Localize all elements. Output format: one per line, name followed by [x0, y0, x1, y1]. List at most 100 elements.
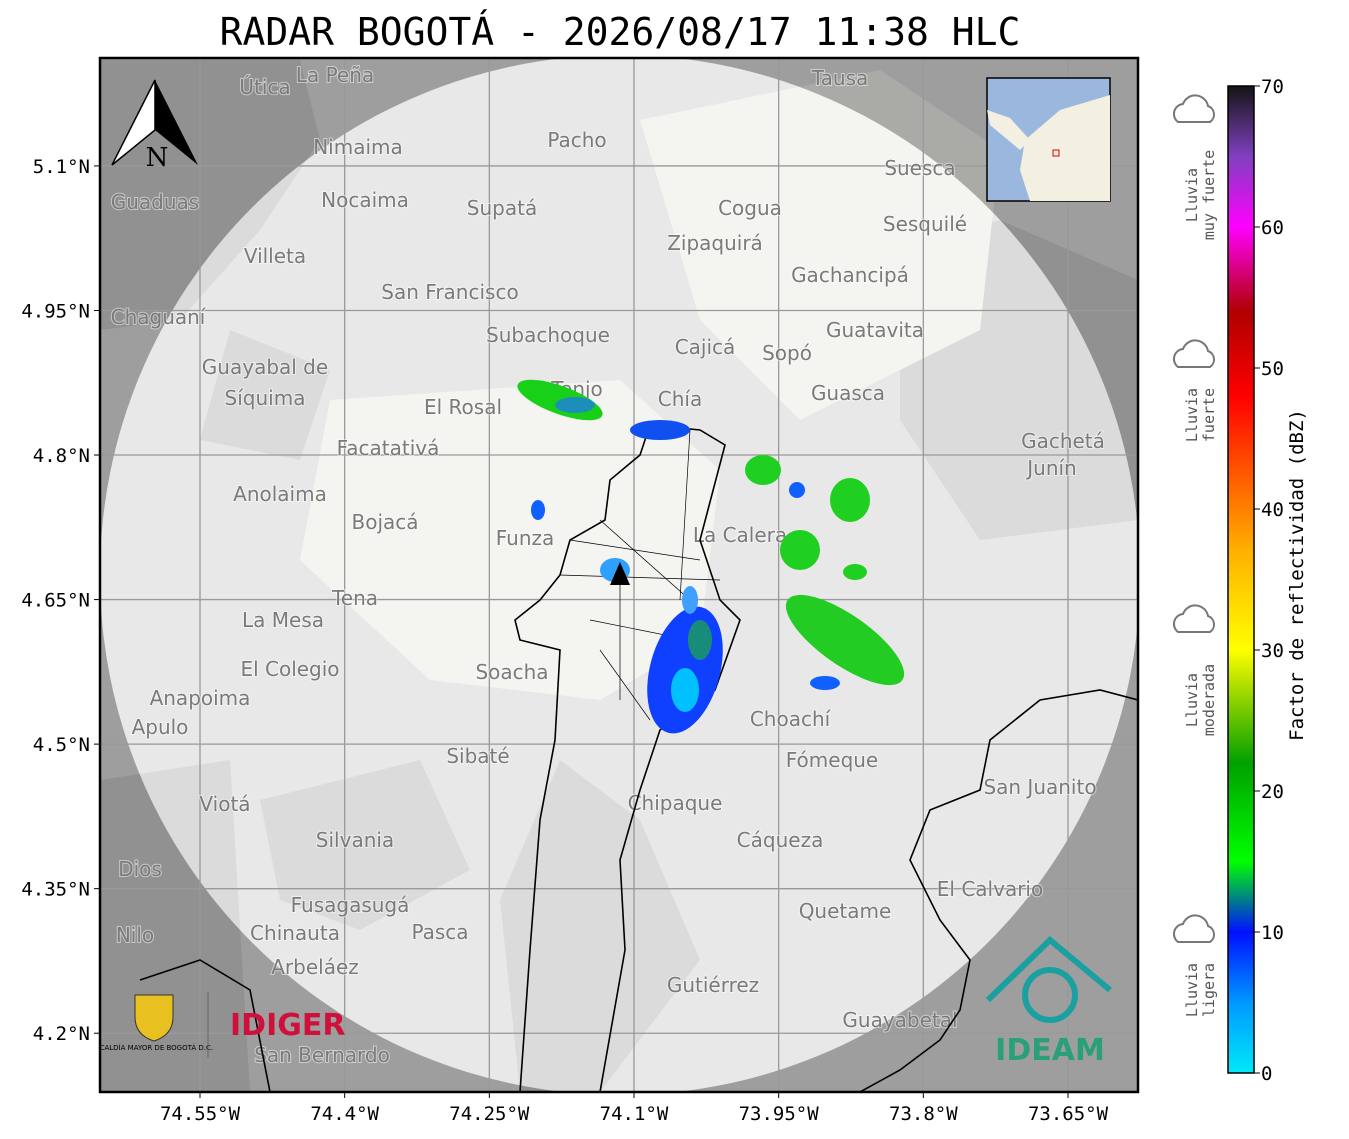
- rain-icon: [1172, 914, 1215, 943]
- lon-tick-label: 73.95°W: [739, 1103, 820, 1125]
- place-label: Soacha: [475, 660, 548, 684]
- lon-tick-label: 74.4°W: [310, 1103, 379, 1125]
- place-label: Choachí: [750, 707, 832, 731]
- colorbar-tick-label: 60: [1261, 217, 1284, 239]
- place-label: Nilo: [116, 923, 154, 947]
- place-label: Anolaima: [233, 482, 327, 506]
- colorbar-tick-label: 10: [1261, 922, 1284, 944]
- place-label: Apulo: [132, 715, 189, 739]
- place-label: Fómeque: [786, 748, 879, 772]
- place-label: Sibaté: [446, 744, 509, 768]
- place-label: Junín: [1025, 456, 1076, 480]
- colorbar-tick-label: 70: [1261, 76, 1284, 98]
- place-label: Pacho: [547, 128, 606, 152]
- place-label: Gachancipá: [791, 263, 909, 287]
- lon-tick-label: 73.65°W: [1028, 1103, 1109, 1125]
- place-label: San Juanito: [983, 775, 1096, 799]
- rain-level-label: Lluvia: [1183, 673, 1201, 727]
- rain-level-label: moderada: [1200, 664, 1218, 736]
- place-label: Subachoque: [486, 323, 610, 347]
- ideam-logo: IDEAM: [995, 1033, 1105, 1068]
- alcaldia-logo: ALCALDÍA MAYOR DE BOGOTÁ D.C.: [91, 1043, 213, 1052]
- place-label: Chía: [658, 387, 702, 411]
- place-label: La Mesa: [242, 608, 324, 632]
- place-label: Sopó: [762, 341, 812, 365]
- place-label: El Rosal: [424, 395, 502, 419]
- place-label: Chaguaní: [111, 305, 207, 329]
- radar-echoes: [517, 379, 905, 734]
- place-label: Guayabetal: [842, 1008, 957, 1032]
- rain-level-label: ligera: [1200, 963, 1218, 1017]
- place-label: Chinauta: [250, 921, 340, 945]
- lat-tick-label: 4.65°N: [21, 590, 90, 612]
- place-label: Síquima: [225, 386, 306, 410]
- place-label: Villeta: [244, 244, 306, 268]
- title: RADAR BOGOTÁ - 2026/08/17 11:38 HLC: [220, 10, 1021, 54]
- place-label: Fusagasugá: [291, 893, 410, 917]
- place-label: Cajicá: [675, 335, 736, 359]
- place-label: Nimaima: [313, 135, 403, 159]
- lat-tick-label: 4.35°N: [21, 879, 90, 901]
- place-label: El Calvario: [937, 877, 1043, 901]
- lon-tick-label: 74.25°W: [449, 1103, 530, 1125]
- lat-tick-label: 4.2°N: [33, 1023, 90, 1045]
- place-label: Guaduas: [111, 190, 199, 214]
- lon-tick-label: 73.8°W: [889, 1103, 958, 1125]
- place-label: Pasca: [411, 920, 468, 944]
- place-label: Útica: [239, 75, 290, 99]
- lat-tick-label: 4.95°N: [21, 300, 90, 322]
- rain-level-label: Lluvia: [1183, 388, 1201, 442]
- rain-level-label: Lluvia: [1183, 963, 1201, 1017]
- place-label: Guasca: [811, 381, 885, 405]
- lon-tick-label: 74.55°W: [160, 1103, 241, 1125]
- rain-icon: [1172, 339, 1215, 368]
- rain-icon: [1172, 94, 1215, 123]
- place-label: Suesca: [884, 156, 955, 180]
- lon-tick-label: 74.1°W: [600, 1103, 669, 1125]
- place-label: Anapoima: [150, 686, 251, 710]
- logos: ALCALDÍA MAYOR DE BOGOTÁ D.C. IDIGER IDE…: [91, 935, 1112, 1068]
- place-label: San Bernardo: [254, 1043, 390, 1067]
- place-label: Sesquilé: [883, 212, 967, 236]
- rain-icon: [1172, 604, 1215, 633]
- place-label: Gutiérrez: [667, 973, 759, 997]
- place-label: Zipaquirá: [667, 231, 763, 255]
- colorbar: [1227, 85, 1255, 1074]
- north-arrow: N: [111, 79, 198, 173]
- colorbar-tick-label: 30: [1261, 640, 1284, 662]
- inset-map: [986, 77, 1111, 202]
- place-label: Funza: [496, 526, 555, 550]
- rain-level-label: muy fuerte: [1200, 150, 1218, 240]
- place-label: La Peña: [296, 63, 374, 87]
- place-label: Quetame: [799, 899, 892, 923]
- place-label: Viotá: [199, 792, 250, 816]
- place-label: San Francisco: [381, 280, 518, 304]
- colorbar-tick-label: 50: [1261, 358, 1284, 380]
- place-label: Gachetá: [1021, 429, 1105, 453]
- rain-level-label: fuerte: [1200, 388, 1218, 442]
- place-label: Arbeláez: [271, 955, 359, 979]
- place-label: Dios: [118, 857, 162, 881]
- place-label: Guatavita: [826, 318, 924, 342]
- colorbar-label: Factor de reflectividad (dBZ): [1286, 409, 1308, 741]
- idiger-logo: IDIGER: [230, 1008, 345, 1043]
- place-label: Guayabal de: [202, 355, 328, 379]
- place-label: Tausa: [811, 66, 869, 90]
- place-label: Bojacá: [351, 510, 418, 534]
- place-label: Cogua: [718, 196, 782, 220]
- place-label: Cáqueza: [737, 828, 824, 852]
- colorbar-tick-label: 40: [1261, 499, 1284, 521]
- place-label: Supatá: [467, 196, 537, 220]
- colorbar-tick-label: 0: [1261, 1063, 1272, 1085]
- lat-tick-label: 4.8°N: [33, 445, 90, 467]
- place-label: Nocaima: [321, 188, 409, 212]
- place-label: Facatativá: [337, 436, 440, 460]
- north-label: N: [146, 143, 169, 173]
- rain-level-label: Lluvia: [1183, 168, 1201, 222]
- lat-tick-label: 5.1°N: [33, 156, 90, 178]
- colorbar-tick-label: 20: [1261, 781, 1284, 803]
- place-label: Tena: [331, 586, 378, 610]
- place-label: Chipaque: [628, 791, 723, 815]
